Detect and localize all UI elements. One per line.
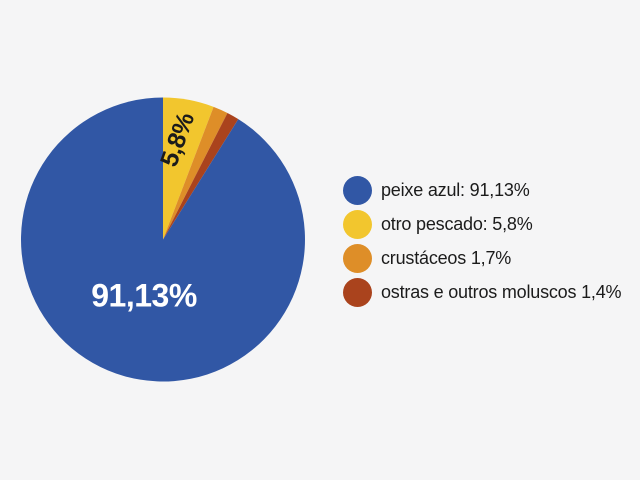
legend-swatch-crustaceos (343, 244, 372, 273)
legend-label-crustaceos: crustáceos 1,7% (381, 248, 512, 268)
pie-slice-ostras-e-outros-moluscos (163, 112, 239, 240)
legend-label-otro-pescado: otro pescado: 5,8% (381, 214, 533, 234)
legend-item-otro-pescado: otro pescado: 5,8% (343, 210, 621, 239)
legend-item-crustaceos: crustáceos 1,7% (343, 244, 621, 273)
legend-item-peixe-azul: peixe azul: 91,13% (343, 176, 621, 205)
legend-item-ostras-e-outros-moluscos: ostras e outros moluscos 1,4% (343, 278, 622, 307)
pie-slice-crustaceos (163, 106, 228, 240)
legend-label-peixe-azul: peixe azul: 91,13% (381, 180, 530, 200)
pie-label-peixe-azul: 91,13% (91, 277, 197, 314)
pie-slice-otro-pescado (163, 97, 214, 240)
legend-swatch-otro-pescado (343, 210, 372, 239)
legend: peixe azul: 91,13% otro pescado: 5,8% cr… (343, 176, 622, 307)
legend-swatch-ostras-e-outros-moluscos (343, 278, 372, 307)
legend-label-ostras-e-outros-moluscos: ostras e outros moluscos 1,4% (381, 282, 622, 302)
pie-slice-peixe-azul (20, 97, 305, 382)
legend-swatch-peixe-azul (343, 176, 372, 205)
